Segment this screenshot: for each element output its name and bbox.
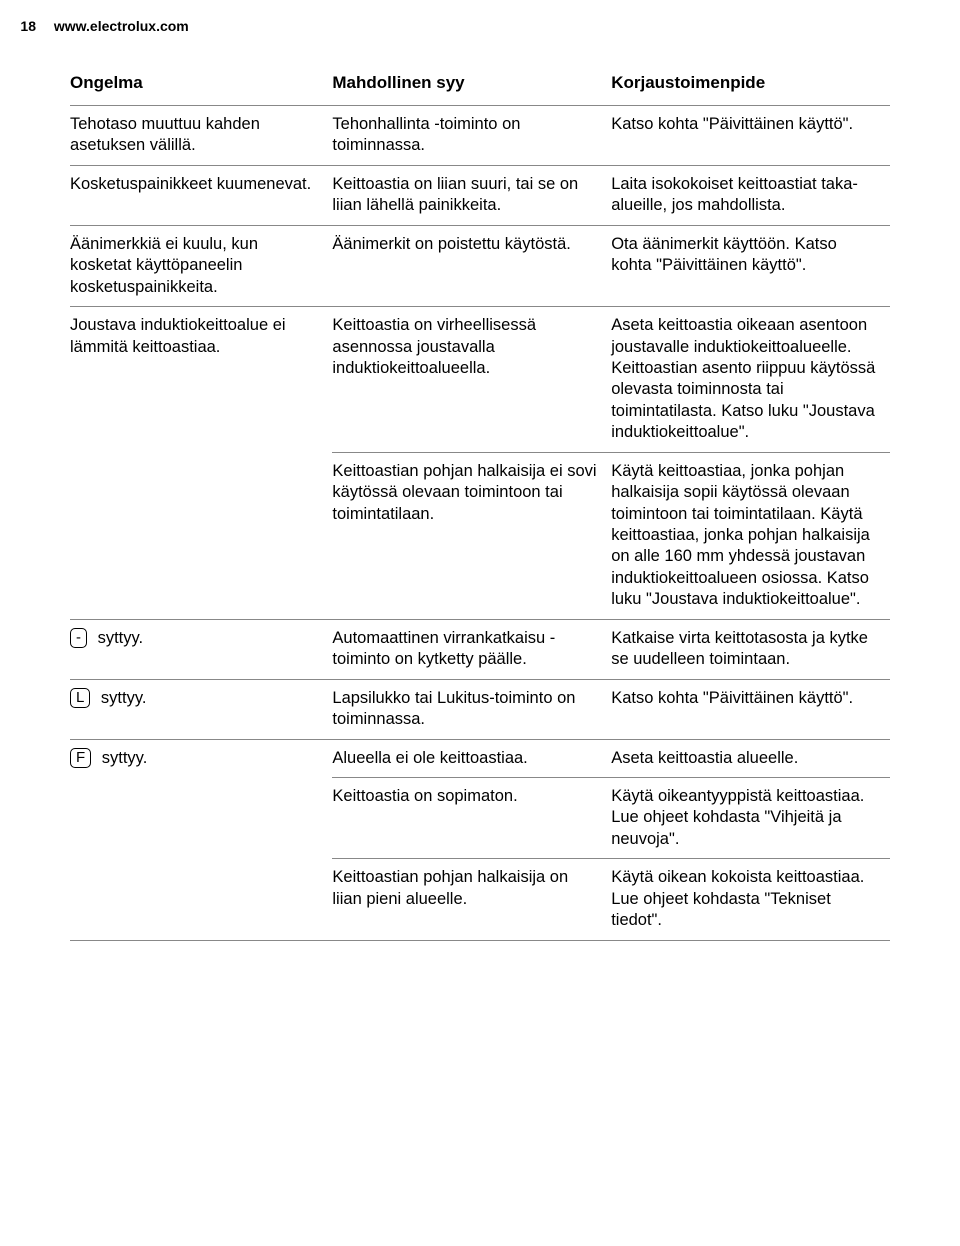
cell-cause: Alueella ei ole keittoastiaa. [332, 739, 611, 777]
table-row: Keittoastian pohjan halkaisija ei sovi k… [70, 452, 890, 619]
table-row: Tehotaso muuttuu kahden asetuksen välill… [70, 106, 890, 166]
cell-problem-text: syttyy. [93, 629, 143, 647]
cell-problem: Joustava induktiokeittoalue ei lämmitä k… [70, 307, 332, 453]
cell-problem [70, 452, 332, 619]
cell-cause: Automaattinen virrankatkaisu -toiminto o… [332, 619, 611, 679]
table-row: Keittoastian pohjan halkaisija on liian … [70, 859, 890, 940]
header-url: www.electrolux.com [54, 18, 189, 34]
cell-problem-text: syttyy. [97, 749, 147, 767]
cell-cause: Keittoastia on sopimaton. [332, 777, 611, 858]
display-symbol-icon: L [70, 688, 90, 708]
display-symbol-icon: - [70, 628, 87, 648]
page-header: 18 www.electrolux.com [0, 18, 960, 34]
cell-cause: Tehonhallinta -toiminto on toiminnassa. [332, 106, 611, 166]
display-symbol-icon: F [70, 748, 91, 768]
cell-fix: Katkaise virta keittotasosta ja kytke se… [611, 619, 890, 679]
cell-problem: F syttyy. [70, 739, 332, 777]
cell-problem [70, 859, 332, 940]
table-row: Joustava induktiokeittoalue ei lämmitä k… [70, 307, 890, 453]
cell-fix: Käytä oikean kokoista keittoastiaa. Lue … [611, 859, 890, 940]
page-number: 18 [0, 18, 50, 34]
cell-cause: Lapsilukko tai Lukitus-toiminto on toimi… [332, 679, 611, 739]
content-area: Ongelma Mahdollinen syy Korjaustoimenpid… [70, 65, 890, 941]
cell-fix: Käytä keittoastiaa, jonka pohjan halkais… [611, 452, 890, 619]
cell-problem: Tehotaso muuttuu kahden asetuksen välill… [70, 106, 332, 166]
col-header-cause: Mahdollinen syy [332, 65, 611, 106]
table-header-row: Ongelma Mahdollinen syy Korjaustoimenpid… [70, 65, 890, 106]
cell-fix: Katso kohta "Päivittäinen käyttö". [611, 106, 890, 166]
table-row: - syttyy. Automaattinen virrankatkaisu -… [70, 619, 890, 679]
cell-problem [70, 777, 332, 858]
cell-fix: Aseta keittoastia alueelle. [611, 739, 890, 777]
cell-cause: Äänimerkit on poistettu käytöstä. [332, 225, 611, 306]
col-header-problem: Ongelma [70, 65, 332, 106]
cell-cause: Keittoastian pohjan halkaisija ei sovi k… [332, 452, 611, 619]
cell-fix: Laita isokokoiset keittoastiat taka-alue… [611, 165, 890, 225]
table-row: Kosketuspainikkeet kuumenevat. Keittoast… [70, 165, 890, 225]
table-row: F syttyy. Alueella ei ole keittoastiaa. … [70, 739, 890, 777]
table-row: Keittoastia on sopimaton. Käytä oikeanty… [70, 777, 890, 858]
cell-problem: Kosketuspainikkeet kuumenevat. [70, 165, 332, 225]
page: 18 www.electrolux.com Ongelma Mahdolline… [0, 0, 960, 1246]
cell-cause: Keittoastia on liian suuri, tai se on li… [332, 165, 611, 225]
cell-problem: Äänimerkkiä ei kuulu, kun kosketat käytt… [70, 225, 332, 306]
cell-fix: Ota äänimerkit käyttöön. Katso kohta "Pä… [611, 225, 890, 306]
troubleshooting-table: Ongelma Mahdollinen syy Korjaustoimenpid… [70, 65, 890, 941]
table-row: L syttyy. Lapsilukko tai Lukitus-toimint… [70, 679, 890, 739]
cell-fix: Käytä oikeantyyppistä keittoastiaa. Lue … [611, 777, 890, 858]
table-row: Äänimerkkiä ei kuulu, kun kosketat käytt… [70, 225, 890, 306]
cell-problem: L syttyy. [70, 679, 332, 739]
cell-problem: - syttyy. [70, 619, 332, 679]
cell-fix: Katso kohta "Päivittäinen käyttö". [611, 679, 890, 739]
cell-cause: Keittoastia on virheellisessä asennossa … [332, 307, 611, 453]
col-header-fix: Korjaustoimenpide [611, 65, 890, 106]
cell-fix: Aseta keittoastia oikeaan asentoon joust… [611, 307, 890, 453]
cell-cause: Keittoastian pohjan halkaisija on liian … [332, 859, 611, 940]
cell-problem-text: syttyy. [96, 689, 146, 707]
